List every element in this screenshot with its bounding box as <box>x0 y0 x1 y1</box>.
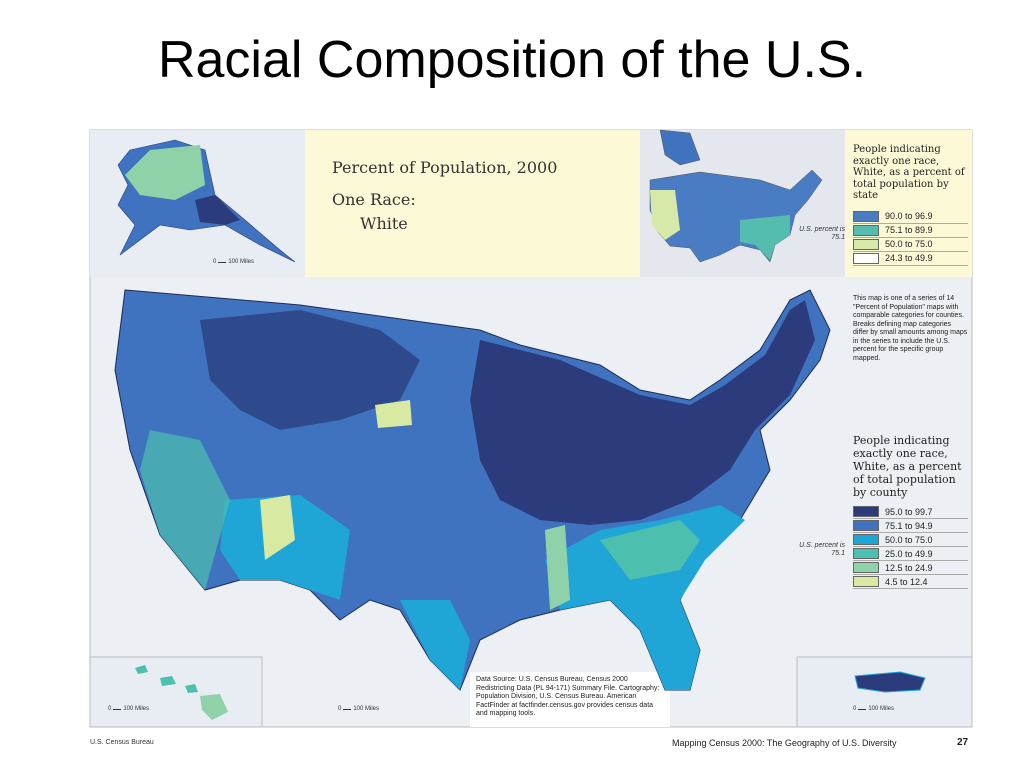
state-map-region <box>740 215 790 260</box>
scale-zero: 0 <box>338 706 342 712</box>
legend-label: 24.3 to 49.9 <box>885 253 933 263</box>
county-region <box>220 495 350 600</box>
legend-item: 90.0 to 96.9 <box>853 210 968 224</box>
legend-label: 12.5 to 24.9 <box>885 562 933 573</box>
county-region <box>600 520 700 580</box>
scale-label: 100 Miles <box>123 706 150 712</box>
legend-item: 25.0 to 49.9 <box>853 547 968 561</box>
state-legend: People indicating exactly one race, Whit… <box>853 144 968 266</box>
legend-swatch <box>853 238 879 250</box>
state-legend-items: 90.0 to 96.9 75.1 to 89.9 50.0 to 75.0 24.3… <box>853 210 968 266</box>
header-panel <box>305 130 640 277</box>
county-region <box>140 430 230 590</box>
county-region <box>470 300 815 525</box>
legend-swatch <box>853 224 879 236</box>
legend-label: 50.0 to 75.0 <box>885 239 933 249</box>
legend-item: 50.0 to 75.0 <box>853 238 968 252</box>
legend-label: 4.5 to 12.4 <box>885 576 928 587</box>
hawaii-inset <box>89 656 263 728</box>
source-panel <box>470 672 670 727</box>
scale-line <box>113 709 122 710</box>
hawaii-island <box>160 676 176 686</box>
map-note: This map is one of a series of 14 "Perce… <box>853 295 968 362</box>
scale-bar: 0 100 Miles <box>213 259 254 265</box>
scale-line <box>343 709 352 710</box>
legend-label: 50.0 to 75.0 <box>885 534 933 545</box>
scale-label: 100 Miles <box>228 259 255 265</box>
slide-title: Racial Composition of the U.S. <box>157 31 867 89</box>
scale-bar: 0 100 Miles <box>338 706 379 712</box>
county-region <box>200 310 420 430</box>
state-map-region <box>650 190 680 240</box>
scale-line <box>858 709 867 710</box>
data-source: Data Source: U.S. Census Bureau, Census … <box>476 676 660 717</box>
alaska-region <box>125 145 205 200</box>
legend-label: 95.0 to 99.7 <box>885 506 933 517</box>
legend-swatch <box>853 548 879 559</box>
puerto-rico-shape <box>854 671 926 693</box>
map-group: White <box>360 214 408 233</box>
scale-bar: 0 100 Miles <box>853 706 894 712</box>
page-number: 27 <box>957 737 969 748</box>
state-map-alaska <box>659 129 701 166</box>
county-legend: People indicating exactly one race, Whit… <box>853 434 968 589</box>
legend-swatch <box>853 562 879 573</box>
hawaii-island <box>135 665 148 674</box>
hawaii-island <box>200 694 228 720</box>
county-region <box>260 495 295 560</box>
scale-label: 100 Miles <box>353 706 380 712</box>
legend-label: 75.1 to 94.9 <box>885 520 933 531</box>
state-us-percent: U.S. percent is 75.1 <box>799 226 845 241</box>
legend-swatch <box>853 210 879 222</box>
legend-item: 12.5 to 24.9 <box>853 561 968 575</box>
county-us-percent: U.S. percent is 75.1 <box>799 542 845 557</box>
county-region <box>545 525 570 610</box>
map-subheading: One Race: <box>332 190 416 209</box>
footer-right: Mapping Census 2000: The Geography of U.… <box>672 738 897 748</box>
legend-label: 90.0 to 96.9 <box>885 211 933 221</box>
state-legend-title: People indicating exactly one race, Whit… <box>853 144 965 201</box>
legend-swatch <box>853 252 879 264</box>
scale-bar: 0 100 Miles <box>108 706 149 712</box>
legend-item: 95.0 to 99.7 <box>853 505 968 519</box>
legend-item: 50.0 to 75.0 <box>853 533 968 547</box>
county-legend-items: 95.0 to 99.7 75.1 to 94.9 50.0 to 75.0 25.0… <box>853 505 968 589</box>
legend-swatch <box>853 506 879 517</box>
scale-zero: 0 <box>853 706 857 712</box>
hawaii-island <box>185 684 198 693</box>
legend-item: 4.5 to 12.4 <box>853 575 968 589</box>
county-region <box>545 505 745 690</box>
scale-zero: 0 <box>213 259 217 265</box>
map-heading: Percent of Population, 2000 <box>332 158 558 177</box>
scale-line <box>218 262 227 263</box>
alaska-region <box>195 195 240 225</box>
legend-item: 24.3 to 49.9 <box>853 252 968 266</box>
legend-swatch <box>853 520 879 531</box>
legend-label: 75.1 to 89.9 <box>885 225 933 235</box>
scale-zero: 0 <box>108 706 112 712</box>
legend-swatch <box>853 576 879 587</box>
legend-item: 75.1 to 94.9 <box>853 519 968 533</box>
legend-swatch <box>853 534 879 545</box>
county-legend-title: People indicating exactly one race, Whit… <box>853 434 962 499</box>
county-region <box>375 400 412 428</box>
legend-label: 25.0 to 49.9 <box>885 548 933 559</box>
footer-left: U.S. Census Bureau <box>90 739 154 746</box>
county-region <box>400 600 470 690</box>
legend-item: 75.1 to 89.9 <box>853 224 968 238</box>
scale-label: 100 Miles <box>868 706 895 712</box>
